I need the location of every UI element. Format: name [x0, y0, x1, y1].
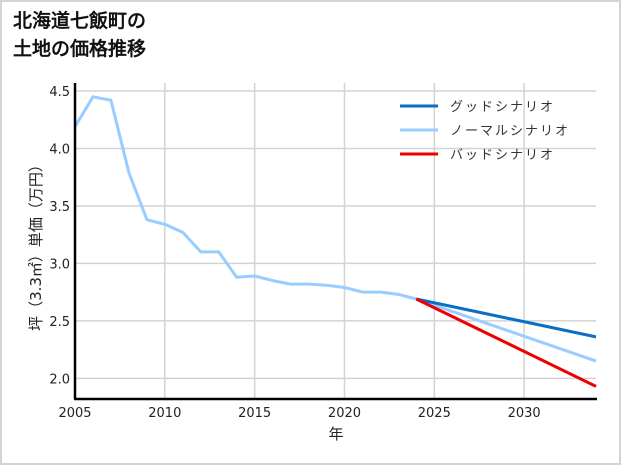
x-tick-label: 2020 — [328, 406, 361, 421]
title-line-2: 土地の価格推移 — [13, 38, 147, 60]
legend-item-good: グッドシナリオ — [400, 100, 555, 115]
x-axis-label: 年 — [328, 425, 343, 443]
y-tick-label: 2.5 — [49, 315, 70, 330]
chart-title: 北海道七飯町の 土地の価格推移 — [13, 7, 146, 63]
x-tick-label: 2025 — [418, 406, 451, 421]
title-line-1: 北海道七飯町の — [13, 10, 147, 32]
x-tick-label: 2010 — [148, 406, 181, 421]
y-tick-label: 2.0 — [49, 372, 70, 387]
series-good-line — [415, 297, 597, 339]
legend: グッドシナリオ ノーマルシナリオ バッドシナリオ — [400, 100, 570, 163]
x-tick-label: 2005 — [58, 406, 91, 421]
y-tick-label: 4.5 — [49, 85, 70, 100]
legend-label-good: グッドシナリオ — [450, 100, 555, 115]
x-tick-labels: 2005 2010 2015 2020 2025 2030 — [58, 406, 540, 421]
legend-item-bad: バッドシナリオ — [400, 148, 555, 163]
y-tick-label: 4.0 — [49, 142, 70, 157]
x-tick-label: 2030 — [508, 406, 541, 421]
legend-label-normal: ノーマルシナリオ — [450, 124, 570, 139]
axes — [73, 83, 597, 401]
legend-item-normal: ノーマルシナリオ — [400, 124, 570, 139]
series-bad-line — [415, 297, 597, 388]
x-tick-label: 2015 — [238, 406, 271, 421]
y-tick-label: 3.5 — [49, 200, 70, 215]
series-normal-line — [73, 95, 597, 363]
y-axis-label: 坪（3.3㎡）単価（万円） — [27, 157, 45, 331]
y-tick-label: 3.0 — [49, 257, 70, 272]
data-series — [73, 95, 597, 388]
grid-lines — [74, 83, 596, 399]
y-tick-labels: 2.0 2.5 3.0 3.5 4.0 4.5 — [49, 85, 70, 387]
legend-label-bad: バッドシナリオ — [450, 148, 555, 163]
